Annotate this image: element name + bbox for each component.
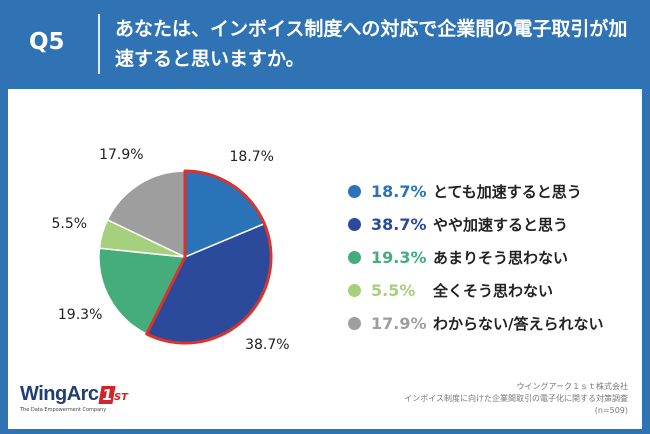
logo-tagline: The Data Empowerment Company: [20, 407, 107, 413]
slice-value-label: 18.7%: [229, 149, 274, 166]
question-text: あなたは、インボイス制度への対応で企業間の電子取引が加速すると思いますか。: [115, 18, 628, 70]
legend-swatch: [348, 185, 361, 198]
legend-label: 全くそう思わない: [433, 282, 554, 300]
slice-value-label: 17.9%: [99, 147, 144, 164]
logo-st: ST: [113, 392, 129, 403]
question-label: Q5: [29, 29, 65, 55]
slice-value-label: 19.3%: [57, 306, 103, 323]
legend-percentage: 38.7%: [371, 215, 427, 234]
question-header: Q5 あなたは、インボイス制度への対応で企業間の電子取引が加速すると思いますか。: [0, 0, 650, 88]
legend-percentage: 17.9%: [371, 314, 427, 333]
legend-label: とても加速すると思う: [433, 183, 582, 201]
legend-swatch: [348, 317, 361, 330]
legend-item: 19.3% あまりそう思わない: [348, 241, 603, 274]
legend-percentage: 5.5%: [371, 281, 416, 300]
legend-swatch: [348, 251, 361, 264]
chart-card: 18.7% 38.7% 19.3% 5.5% 17.9% 18.7% とても加速すると思う…: [8, 89, 642, 429]
legend-item: 18.7% とても加速すると思う: [348, 175, 603, 208]
legend-label: やや加速すると思う: [433, 216, 569, 234]
company-logo: WingArc1ST The Data Empowerment Company: [20, 383, 128, 413]
slice-dont-know: [106, 170, 186, 259]
legend-swatch: [348, 218, 361, 231]
header-divider: [98, 14, 100, 74]
pie-chart: [98, 169, 273, 345]
legend-swatch: [348, 284, 361, 297]
legend-item: 17.9% わからない/答えられない: [348, 307, 603, 340]
legend-label: わからない/答えられない: [433, 315, 604, 333]
legend-item: 38.7% やや加速すると思う: [348, 208, 603, 241]
chart-legend: 18.7% とても加速すると思う 38.7% やや加速すると思う 19.3% あまりそう思…: [348, 175, 603, 340]
slice-value-label: 5.5%: [51, 216, 88, 233]
slice-value-label: 38.7%: [245, 336, 290, 353]
source-sample-size: (n=509): [594, 406, 628, 415]
source-company: ウイングアーク１ｓｔ株式会社: [516, 382, 628, 391]
slice-not-really: [98, 247, 187, 336]
legend-percentage: 18.7%: [371, 182, 427, 201]
accelerate-highlight-outline: [145, 169, 273, 345]
survey-source: ウイングアーク１ｓｔ株式会社 インボイス制度に向けた企業間取引の電子化に関する対…: [404, 381, 628, 417]
logo-one-mark: 1: [97, 386, 116, 404]
legend-item: 5.5% 全くそう思わない: [348, 274, 603, 307]
logo-wordmark: WingArc: [20, 383, 99, 405]
legend-label: あまりそう思わない: [433, 249, 569, 267]
legend-percentage: 19.3%: [371, 248, 427, 267]
source-survey: インボイス制度に向けた企業間取引の電子化に関する対策調査: [404, 394, 628, 403]
